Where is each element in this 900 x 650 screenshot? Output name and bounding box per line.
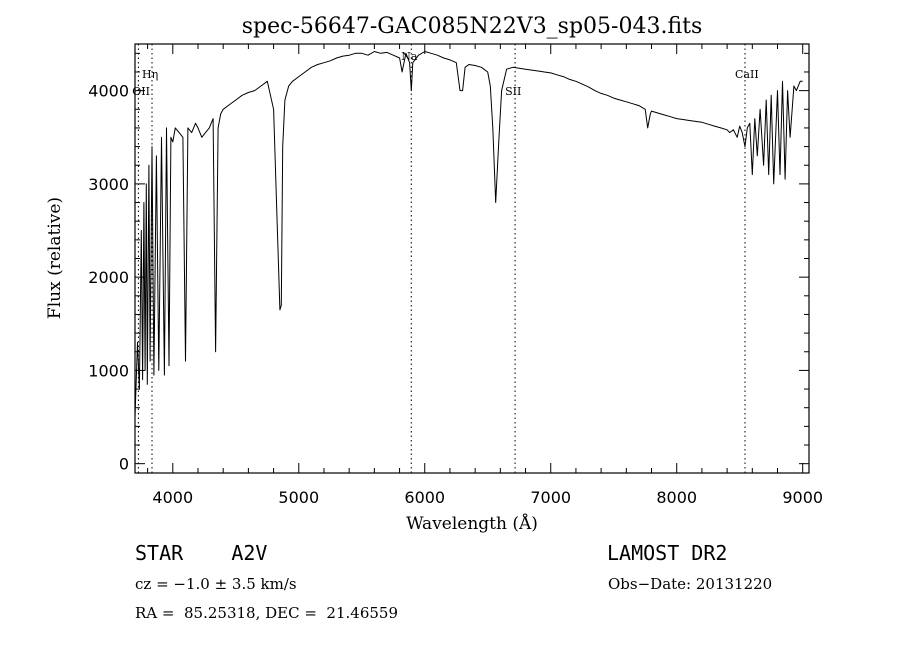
y-tick-label: 2000 (88, 268, 129, 287)
line-label: SII (505, 85, 521, 98)
y-tick-label: 0 (119, 455, 129, 474)
x-tick-label: 8000 (656, 488, 697, 507)
survey-name: LAMOST DR2 (607, 541, 728, 565)
x-axis-label: Wavelength (Å) (406, 513, 538, 534)
x-tick-label: 6000 (404, 488, 445, 507)
line-label: Hη (142, 68, 158, 81)
y-tick-label: 1000 (88, 361, 129, 380)
x-tick-label: 7000 (530, 488, 571, 507)
object-class: STAR A2V (135, 541, 268, 565)
line-label: OII (132, 85, 150, 98)
chart-title: spec-56647-GAC085N22V3_sp05-043.fits (242, 14, 703, 39)
x-tick-label: 9000 (782, 488, 823, 507)
y-axis-label: Flux (relative) (45, 197, 65, 319)
line-label: Na (401, 50, 418, 63)
y-tick-label: 3000 (88, 175, 129, 194)
y-tick-label: 4000 (88, 82, 129, 101)
line-label: CaII (735, 68, 759, 81)
obs-date: Obs−Date: 20131220 (608, 575, 773, 593)
x-tick-label: 4000 (152, 488, 193, 507)
velocity-readout: cz = −1.0 ± 3.5 km/s (135, 575, 297, 593)
x-tick-label: 5000 (278, 488, 319, 507)
coordinates-readout: RA = 85.25318, DEC = 21.46559 (135, 604, 399, 622)
plot-frame (134, 43, 810, 474)
spectrum-line (134, 51, 803, 418)
